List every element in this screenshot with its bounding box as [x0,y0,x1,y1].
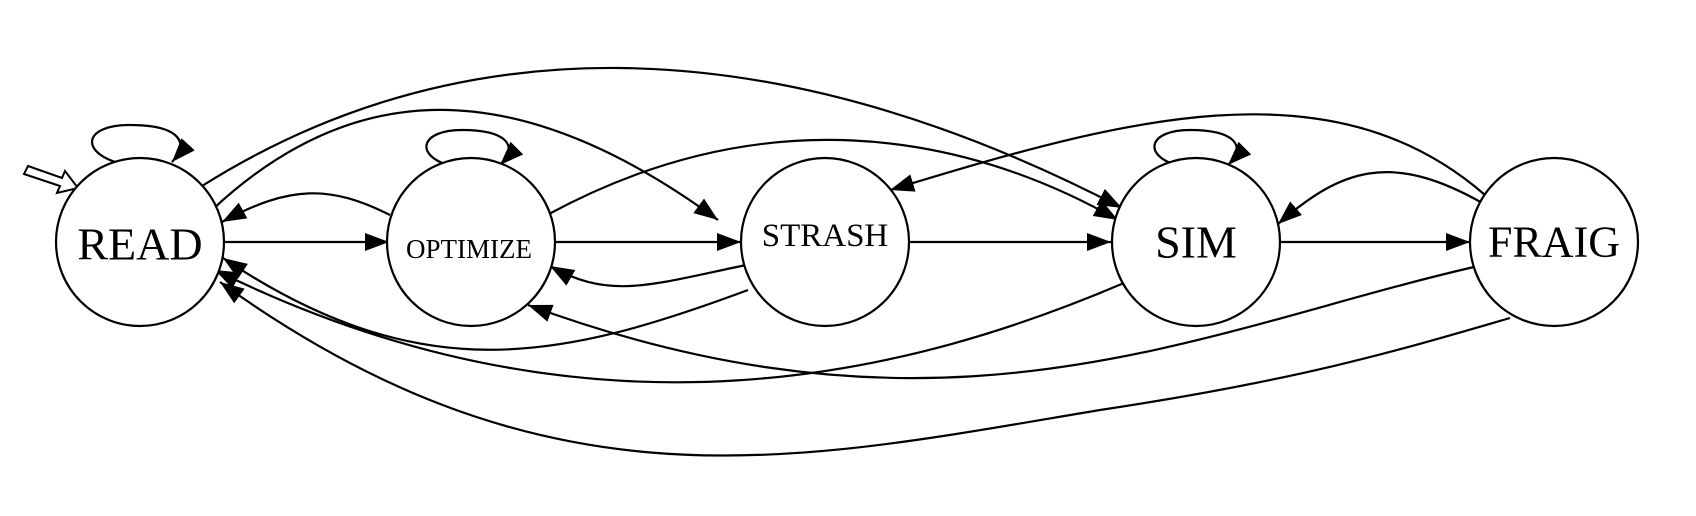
state-label-optimize: OPTIMIZE [406,234,532,264]
state-fraig: FRAIG [1468,156,1640,328]
edge-strash-optimize [549,263,747,288]
edge-optimize-read [221,192,391,223]
state-label-fraig: FRAIG [1488,218,1620,267]
edge-sim-read [214,269,1125,384]
state-read: READ [54,156,226,328]
transition-edges [90,66,1511,457]
edge-fraig-read [219,281,1511,457]
state-label-strash: STRASH [762,218,889,254]
edge-fraig-optimize [527,265,1475,380]
edge-fraig-strash [889,113,1486,196]
state-label-sim: SIM [1155,217,1237,268]
state-strash: STRASH [739,156,911,328]
edge-read-sim [201,66,1123,209]
edge-strash-read [222,257,749,351]
edge-read-read [90,123,195,164]
state-optimize: OPTIMIZE [385,156,557,328]
edge-sim-sim [1153,128,1252,167]
edge-fraig-sim [1277,171,1485,225]
edge-optimize-optimize [425,128,524,167]
initial-state-arrow [22,164,80,195]
edge-read-strash [211,108,719,221]
state-sim: SIM [1110,156,1282,328]
edge-optimize-sim [548,138,1119,221]
state-label-read: READ [77,219,202,270]
